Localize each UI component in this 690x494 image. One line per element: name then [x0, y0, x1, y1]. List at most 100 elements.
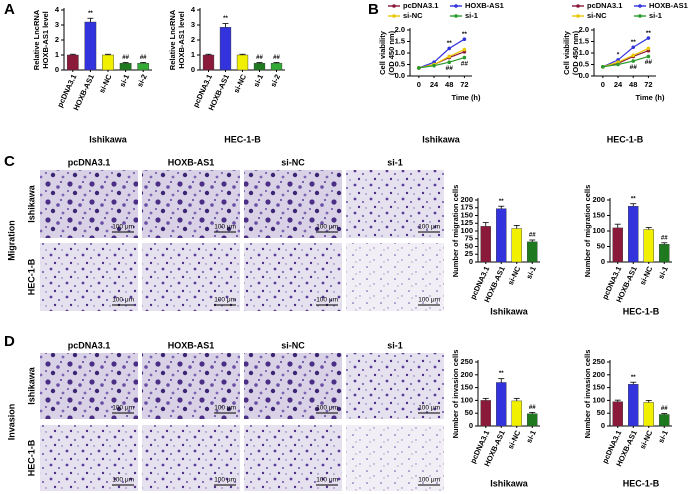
row-label: HEC-1-B	[26, 439, 36, 476]
y-tick-label: 100	[460, 226, 473, 235]
legend-marker	[454, 4, 458, 8]
y-tick-label: 50	[597, 241, 605, 250]
bar	[643, 229, 654, 263]
bar	[236, 54, 249, 71]
legend-label: si-1	[465, 11, 478, 20]
micrograph	[244, 243, 342, 311]
series-point	[646, 36, 651, 40]
series-line	[418, 57, 465, 69]
y-tick-label: 0	[469, 257, 473, 266]
scale-bar-label: 100 μm	[214, 224, 236, 231]
bar	[270, 63, 283, 71]
scale-bar-label: 100 μm	[418, 477, 440, 484]
series-point	[447, 54, 452, 59]
y-axis-label: Cell viability	[562, 30, 571, 75]
significance-mark: ##	[256, 55, 263, 61]
y-tick-label: 0	[601, 421, 605, 430]
micrograph	[40, 243, 138, 311]
micrograph	[346, 353, 444, 419]
series-point	[462, 55, 467, 60]
y-tick-label: 200	[592, 370, 605, 379]
y-tick-label: 0	[55, 65, 59, 74]
chart-title: Ishikawa	[490, 478, 529, 488]
y-tick-label: 175	[460, 203, 473, 212]
micrograph	[244, 170, 342, 238]
scale-bar-label: 100 μm	[316, 224, 338, 231]
column-header: pcDNA3.1	[68, 340, 111, 350]
bar	[480, 226, 491, 263]
micrograph	[346, 243, 444, 311]
legend-label: pcDNA3.1	[587, 1, 622, 10]
x-axis-label: Time (h)	[635, 93, 665, 102]
bar	[119, 63, 132, 71]
column-header: HOXB-AS1	[168, 157, 215, 167]
significance-mark: ##	[661, 406, 668, 412]
y-tick-label: 0	[601, 257, 605, 266]
significance-mark: ##	[446, 65, 454, 72]
column-header: si-NC	[281, 157, 305, 167]
significance-mark: ##	[645, 59, 653, 66]
scale-bar-label: 100 μm	[112, 477, 134, 484]
y-tick-label: 250	[460, 357, 473, 366]
x-tick-label: 0	[417, 80, 421, 89]
bar	[66, 54, 79, 71]
series-point	[631, 45, 636, 50]
x-tick-label: 0	[601, 80, 605, 89]
bar	[496, 208, 507, 263]
y-axis-label: HOXB-AS1 level	[177, 11, 186, 69]
y-tick-label: 0.5	[395, 59, 405, 68]
y-tick-label: 250	[592, 357, 605, 366]
series-point	[631, 53, 636, 58]
y-axis-label: Cell viability	[378, 30, 387, 75]
y-tick-label: 100	[460, 395, 473, 404]
y-tick-label: 75	[465, 234, 473, 243]
significance-mark: **	[499, 371, 504, 377]
x-tick-label: si-2	[135, 73, 149, 89]
bar	[137, 63, 150, 71]
bar	[511, 400, 522, 427]
row-label: Ishikawa	[26, 366, 36, 405]
column-header: si-1	[387, 157, 403, 167]
bar	[253, 63, 266, 71]
scale-bar-label: 100 μm	[214, 477, 236, 484]
x-tick-label: si-NC	[97, 72, 114, 94]
micrograph	[142, 170, 240, 238]
x-tick-label: 24	[614, 80, 623, 89]
legend-label: HOXB-AS1	[649, 1, 688, 10]
y-tick-label: 2	[55, 35, 59, 44]
series-point	[616, 62, 620, 67]
micrograph	[346, 170, 444, 238]
x-tick-label: si-1	[656, 429, 670, 445]
y-tick-label: 3	[55, 20, 59, 29]
y-tick-label: 150	[592, 210, 605, 219]
bar	[496, 382, 507, 427]
x-axis-label: Time (h)	[451, 93, 481, 102]
series-point	[646, 54, 651, 59]
y-tick-label: 0	[191, 65, 195, 74]
y-tick-label: 0.0	[579, 71, 589, 80]
significance-mark: **	[631, 196, 636, 202]
bar	[527, 241, 538, 263]
legend-label: pcDNA3.1	[403, 1, 438, 10]
bar	[612, 401, 623, 427]
legend-marker	[392, 14, 396, 18]
bar	[659, 414, 670, 427]
panel-letter: C	[4, 153, 15, 170]
bar	[612, 227, 623, 263]
scale-bar-label: 100 μm	[214, 297, 236, 304]
micrograph	[40, 353, 138, 419]
series-point	[432, 63, 436, 68]
y-tick-label: 0	[469, 421, 473, 430]
significance-mark: **	[631, 39, 637, 46]
panel-letter: D	[4, 333, 15, 350]
series-point	[601, 65, 605, 69]
micrograph	[142, 243, 240, 311]
legend-label: HOXB-AS1	[465, 1, 504, 10]
legend-marker	[576, 14, 580, 18]
x-tick-label: si-1	[524, 429, 538, 445]
chart-title: Ishikawa	[422, 134, 461, 144]
series-line	[602, 55, 649, 68]
series-line	[602, 47, 649, 68]
x-tick-label: si-1	[118, 73, 132, 89]
x-tick-label: 24	[430, 80, 439, 89]
